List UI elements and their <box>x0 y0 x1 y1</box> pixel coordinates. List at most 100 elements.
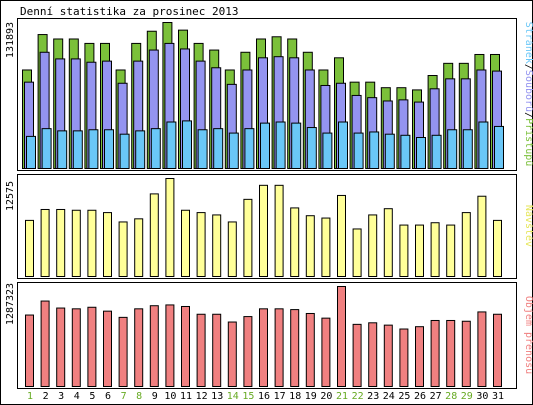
bar-stránek-18 <box>291 122 302 169</box>
bar-stránek-22 <box>353 132 364 169</box>
bar-stránek-16 <box>260 122 270 169</box>
bar-stránek-14 <box>228 132 239 169</box>
day-label-27: 27 <box>430 391 442 402</box>
bar-10 <box>165 178 175 277</box>
bar-3 <box>56 208 66 277</box>
bar-2 <box>40 208 50 277</box>
bar-stránek-5 <box>88 129 99 169</box>
bar-15 <box>243 198 253 278</box>
bar-25 <box>399 224 409 277</box>
bar-11 <box>181 305 190 388</box>
day-label-8: 8 <box>136 391 142 402</box>
bar-8 <box>134 218 144 277</box>
day-label-21: 21 <box>336 391 348 402</box>
bar-22 <box>352 323 362 387</box>
bar-19 <box>305 215 315 277</box>
bar-17 <box>274 308 284 388</box>
bar-23 <box>368 214 378 277</box>
bar-28 <box>446 224 456 277</box>
bar-stránek-13 <box>213 128 224 170</box>
bar-stránek-3 <box>57 130 68 170</box>
volume-panel: 1287323 Objem přenosu <box>5 282 533 389</box>
day-label-4: 4 <box>74 391 80 402</box>
bar-14 <box>227 321 237 387</box>
legend-part: / <box>523 112 533 118</box>
y-max-label: 1287323 <box>5 283 16 325</box>
bar-26 <box>415 326 424 387</box>
day-label-25: 25 <box>398 391 410 402</box>
bar-20 <box>321 217 331 277</box>
bar-29 <box>461 320 471 388</box>
day-label-10: 10 <box>164 391 176 402</box>
y-max-label: 131893 <box>5 22 16 58</box>
bar-12 <box>196 212 206 277</box>
bar-4 <box>71 308 81 388</box>
bar-30 <box>477 311 487 387</box>
bar-27 <box>430 319 440 387</box>
bar-25 <box>399 328 409 387</box>
legend-part: Stránek <box>523 22 533 64</box>
day-label-19: 19 <box>305 391 317 402</box>
bar-31 <box>493 313 502 387</box>
bar-18 <box>290 309 300 387</box>
day-label-12: 12 <box>196 391 208 402</box>
bar-22 <box>352 228 362 277</box>
bar-stránek-24 <box>384 133 395 170</box>
day-label-13: 13 <box>211 391 223 402</box>
day-label-31: 31 <box>492 391 504 402</box>
visits-panel: 12575 Návštěv <box>5 174 533 279</box>
legend-part: Souborů <box>523 70 533 112</box>
bar-stránek-9 <box>150 128 161 170</box>
bar-23 <box>368 322 378 387</box>
bar-5 <box>87 306 97 387</box>
bar-6 <box>103 310 112 388</box>
bar-2 <box>40 300 50 387</box>
day-label-11: 11 <box>180 391 192 402</box>
day-label-5: 5 <box>89 391 95 402</box>
day-label-20: 20 <box>320 391 332 402</box>
day-label-18: 18 <box>289 391 301 402</box>
bar-stránek-31 <box>494 125 504 169</box>
bar-stránek-26 <box>416 137 426 169</box>
bar-15 <box>243 316 253 387</box>
day-label-23: 23 <box>367 391 379 402</box>
bar-6 <box>103 212 112 277</box>
bar-stránek-2 <box>41 128 52 170</box>
bar-4 <box>71 209 81 278</box>
bar-17 <box>274 184 284 278</box>
bar-13 <box>212 214 222 277</box>
bar-28 <box>446 319 456 387</box>
x-axis-labels: 1 2 3 4 5 6 7 8 9 10 11 12 13 14 15 16 17 18 19 20 21 22 23 24 2… <box>27 391 504 402</box>
bar-10 <box>165 304 175 388</box>
bar-29 <box>461 212 471 277</box>
bar-stránek-6 <box>104 129 114 169</box>
bar-11 <box>181 209 190 278</box>
bar-20 <box>321 317 331 387</box>
bar-7 <box>118 221 128 277</box>
day-label-24: 24 <box>383 391 395 402</box>
bar-9 <box>149 193 159 277</box>
y-max-label: 12575 <box>5 181 16 211</box>
legend-part: / <box>523 64 533 70</box>
bar-12 <box>196 313 206 387</box>
bar-21 <box>337 286 346 387</box>
bar-13 <box>212 313 222 387</box>
day-label-2: 2 <box>43 391 49 402</box>
bar-stránek-30 <box>478 121 489 169</box>
bar-stránek-11 <box>182 120 192 169</box>
day-label-16: 16 <box>258 391 270 402</box>
bar-21 <box>337 194 346 278</box>
bar-30 <box>477 195 487 278</box>
day-label-7: 7 <box>121 391 127 402</box>
bar-3 <box>56 307 66 387</box>
bar-stránek-23 <box>369 131 380 169</box>
day-label-15: 15 <box>242 391 254 402</box>
day-label-6: 6 <box>105 391 111 402</box>
bar-stránek-10 <box>166 121 177 169</box>
day-label-1: 1 <box>27 391 33 402</box>
bar-stránek-28 <box>447 129 458 169</box>
bar-16 <box>259 308 268 388</box>
legend-part: Přístupů <box>523 118 533 166</box>
bar-stránek-20 <box>322 132 333 169</box>
